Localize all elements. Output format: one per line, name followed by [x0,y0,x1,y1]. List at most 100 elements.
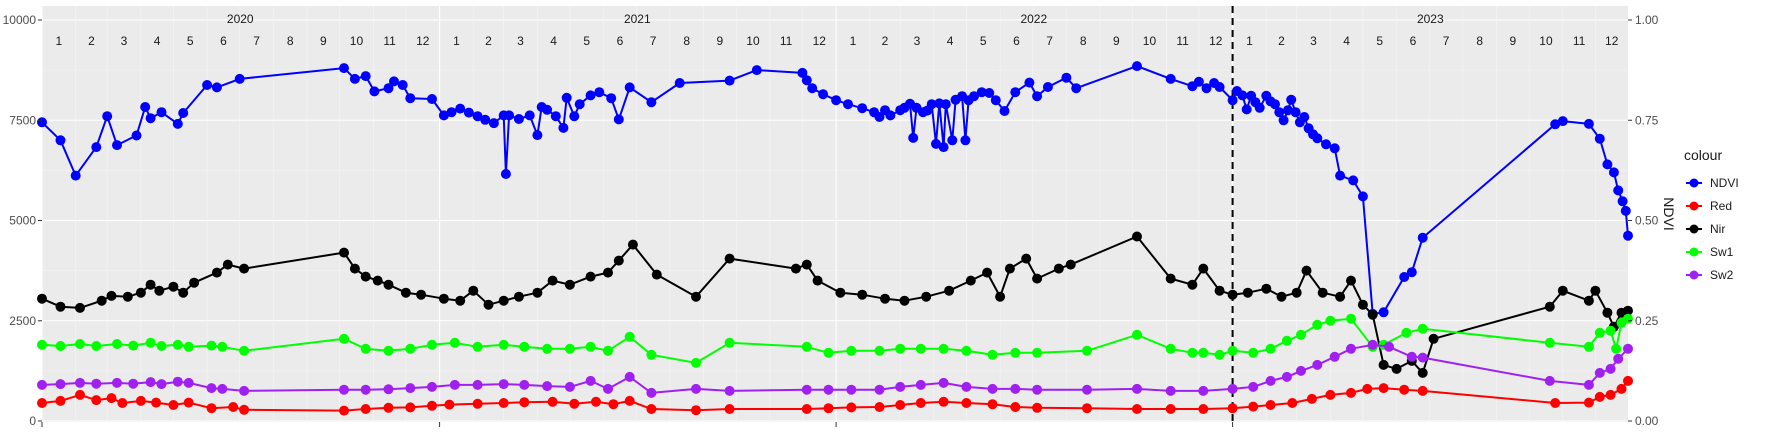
data-point [112,140,122,151]
data-point [206,340,217,351]
data-point [1623,230,1633,241]
data-point [1550,119,1561,130]
data-point [1132,404,1142,414]
data-point [1042,82,1053,92]
data-point [1399,384,1410,395]
legend-label: Nir [1710,222,1725,236]
month-label: 5 [1376,34,1383,48]
data-point [427,381,437,392]
data-point [874,384,885,395]
data-point [1623,343,1633,354]
data-point [217,383,228,394]
data-point [405,383,416,394]
data-point [885,110,896,121]
data-point [724,75,735,86]
data-point [1321,139,1331,150]
data-point [106,290,117,301]
data-point [1198,404,1209,414]
data-point [1346,387,1356,398]
data-point [1329,351,1340,362]
data-point [1362,383,1373,394]
data-point [383,384,394,395]
month-label: 1 [55,34,62,48]
data-point [1417,385,1428,396]
data-point [999,106,1010,116]
data-point [1132,383,1142,394]
data-point [239,385,250,396]
data-point [500,169,511,179]
data-point [691,357,701,368]
data-point [624,395,635,406]
month-label: 4 [154,34,161,48]
data-point [1227,345,1238,356]
data-point [1557,116,1568,127]
data-point [1010,402,1021,412]
data-point [1071,83,1082,94]
data-point [564,343,575,354]
data-point [1406,267,1417,278]
data-point [987,399,998,410]
month-label: 10 [1539,34,1553,48]
month-label: 8 [683,34,690,48]
data-point [812,275,823,286]
data-point [383,83,394,94]
data-point [360,384,371,395]
data-point [1406,351,1417,362]
month-label: 7 [650,34,657,48]
data-point [172,376,183,387]
data-point [691,383,701,394]
data-point [339,247,349,258]
month-label: 12 [813,34,827,48]
data-point [1187,347,1198,358]
data-point [383,279,394,290]
data-point [874,112,885,122]
data-point [895,400,906,410]
data-point [1623,305,1633,316]
data-point [1032,273,1043,284]
legend-key-point [1689,224,1699,234]
data-point [990,95,1001,106]
data-point [513,291,524,302]
data-point [1608,167,1619,178]
data-point [843,99,853,110]
month-label: 8 [1080,34,1087,48]
data-point [1082,403,1092,414]
data-point [1061,72,1072,83]
month-label: 4 [1343,34,1350,48]
data-point [984,88,995,98]
data-point [1346,275,1356,286]
data-point [1583,379,1594,390]
legend-label: Sw1 [1710,245,1734,259]
month-label: 5 [583,34,590,48]
data-point [1620,205,1631,216]
data-point [427,339,437,350]
data-point [55,135,66,146]
data-point [624,371,635,382]
y-left-tick-label: 0 [29,414,36,428]
data-point [106,393,117,404]
data-point [1616,383,1627,394]
data-point [846,384,857,395]
data-point [1132,61,1142,72]
data-point [1227,383,1238,394]
data-point [944,285,955,296]
data-point [1613,185,1624,196]
data-point [1198,385,1209,396]
data-point [1605,389,1616,400]
legend-key-point [1689,201,1699,211]
data-point [183,397,194,408]
data-point [1428,333,1439,344]
data-point [1198,263,1209,274]
data-point [585,341,596,352]
data-point [498,339,509,350]
data-point [613,255,624,266]
data-point [1378,307,1389,318]
data-point [206,403,217,414]
data-point [1357,299,1368,310]
year-label: 2023 [1417,12,1444,26]
month-label: 11 [1573,34,1586,48]
data-point [498,398,509,408]
data-point [547,396,558,407]
month-label: 9 [717,34,724,48]
data-point [339,384,349,395]
